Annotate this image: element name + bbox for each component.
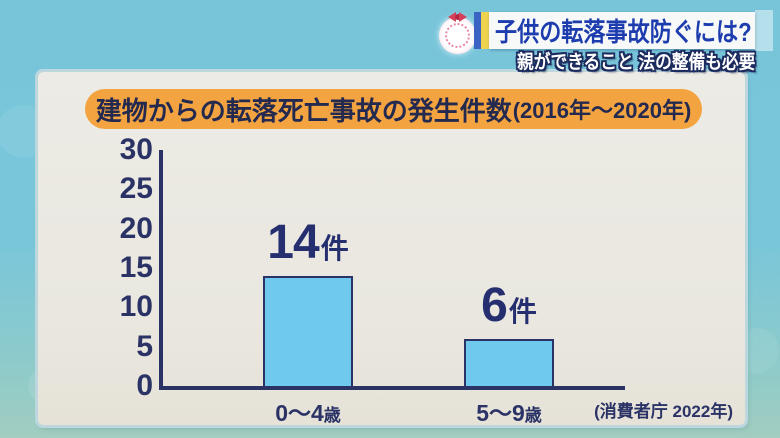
headline-accent-blue <box>474 12 481 49</box>
y-tick-label: 0 <box>136 369 153 402</box>
headline-right-stripe <box>755 10 773 51</box>
y-tick-label: 10 <box>119 290 153 324</box>
y-tick-label: 5 <box>136 329 153 363</box>
program-logo-icon <box>439 12 476 54</box>
bar-value-label: 14 件 <box>267 215 349 269</box>
y-tick-label: 15 <box>119 251 153 284</box>
subtitle-text: 親ができること 法の整備も必要 <box>517 52 756 73</box>
x-category-label: 0〜4歳 <box>275 400 341 426</box>
chart-title-period: (2016年〜2020年) <box>512 98 692 123</box>
chart-title-pill: 建物からの転落死亡事故の発生件数 (2016年〜2020年) <box>85 89 702 129</box>
chart-panel: 建物からの転落死亡事故の発生件数 (2016年〜2020年) 0 5 10 15 20 25… <box>38 72 745 426</box>
y-tick-label: 20 <box>119 211 153 245</box>
x-category-label: 5〜9歳 <box>476 400 542 426</box>
y-axis-line <box>159 150 163 390</box>
y-tick-label: 30 <box>119 133 153 166</box>
data-source-credit: (消費者庁 2022年) <box>594 402 733 421</box>
chart-title-text: 建物からの転落死亡事故の発生件数 <box>95 95 512 126</box>
bar-0〜4歳 <box>263 275 353 388</box>
y-tick-label: 25 <box>119 172 153 206</box>
x-axis-line <box>159 386 625 390</box>
bar-5〜9歳 <box>464 338 554 388</box>
headline-text: 子供の転落事故防ぐには? <box>495 17 752 47</box>
headline-banner: 子供の転落事故防ぐには? <box>489 12 755 49</box>
headline-accent-yellow <box>481 12 489 49</box>
logo-swirl-icon <box>445 23 470 48</box>
ribbon-bow-icon <box>448 12 467 22</box>
